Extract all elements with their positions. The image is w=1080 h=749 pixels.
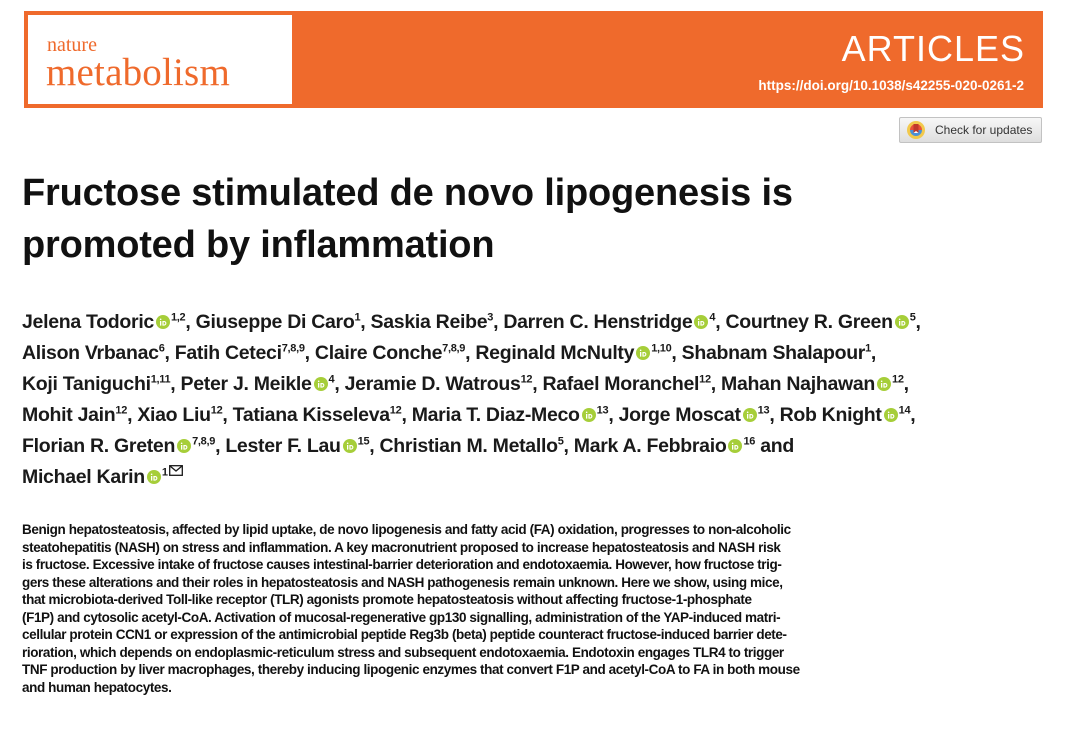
author-name[interactable]: Florian R. Greten [22,435,176,457]
abstract-line: is fructose. Excessive intake of fructos… [22,557,782,572]
orcid-icon[interactable] [694,315,709,329]
orcid-icon[interactable] [177,439,192,453]
affiliation-superscript: 7,8,9 [192,435,216,448]
author-list: Jelena Todoric 1,2, Giuseppe Di Caro1, Sa… [22,307,1052,493]
author-name[interactable]: Reginald McNulty [475,342,635,364]
author-name[interactable]: Saskia Reibe [370,311,488,333]
author-name[interactable]: Koji Taniguchi [22,373,151,395]
orcid-icon[interactable] [342,439,357,453]
author-conjunction: and [755,435,794,457]
orcid-icon[interactable] [877,377,892,391]
affiliation-superscript: 12 [389,404,402,417]
orcid-icon[interactable] [146,470,161,484]
affiliation-superscript: 6 [158,342,165,355]
abstract-line: cellular protein CCN1 or expression of t… [22,627,787,642]
article-title: Fructose stimulated de novo lipogenesis … [22,167,1022,271]
orcid-icon[interactable] [728,439,743,453]
affiliation-superscript: 1 [865,342,871,355]
author-name[interactable]: Jorge Moscat [618,404,741,426]
author-name[interactable]: Alison Vrbanac [22,342,159,364]
crossmark-icon [907,121,925,139]
affiliation-superscript: 12 [210,404,223,417]
affiliation-superscript: 1 [354,311,361,324]
author-name[interactable]: Shabnam Shalapour [681,342,866,364]
orcid-icon[interactable] [883,408,898,422]
author-line: Koji Taniguchi1,11, Peter J. Meikle 4, Je… [22,373,909,395]
orcid-icon[interactable] [155,315,170,329]
affiliation-superscript: 7,8,9 [442,342,466,355]
affiliation-superscript: 14 [898,404,911,417]
abstract-line: TNF production by liver macrophages, the… [22,662,800,677]
affiliation-superscript: 1 [161,466,168,479]
affiliation-superscript: 16 [743,435,756,448]
logo-metabolism-text: metabolism [46,51,230,94]
check-for-updates-button[interactable]: Check for updates [899,117,1042,143]
affiliation-superscript: 1,10 [651,342,672,355]
affiliation-superscript: 12 [699,373,711,386]
author-name[interactable]: Xiao Liu [137,404,211,426]
orcid-icon[interactable] [636,346,651,360]
author-line: Michael Karin 1 [22,462,1052,493]
author-name[interactable]: Rob Knight [779,404,882,426]
email-icon[interactable] [168,465,183,476]
author-line: Florian R. Greten 7,8,9, Lester F. Lau 15,… [22,435,794,457]
abstract-line: (F1P) and cytosolic acetyl-CoA. Activati… [22,609,781,625]
orcid-icon[interactable] [742,408,757,422]
abstract-line: that microbiota-derived Toll-like recept… [22,592,752,607]
affiliation-superscript: 13 [596,404,609,417]
author-name[interactable]: Michael Karin [22,466,145,488]
abstract-line: gers these alterations and their roles i… [22,574,783,590]
author-line: Alison Vrbanac6, Fatih Ceteci7,8,9, Clai… [22,342,877,364]
affiliation-superscript: 4 [709,311,716,324]
author-line: Mohit Jain12, Xiao Liu12, Tatiana Kissel… [22,404,916,426]
author-name[interactable]: Courtney R. Green [725,311,893,333]
author-name[interactable]: Maria T. Diaz-Meco [411,404,580,426]
affiliation-superscript: 1,2 [170,311,186,324]
affiliation-superscript: 12 [115,404,128,417]
author-name[interactable]: Peter J. Meikle [180,373,312,395]
orcid-icon[interactable] [313,377,328,391]
author-name[interactable]: Rafael Moranchel [542,373,700,395]
author-name[interactable]: Fatih Ceteci [174,342,282,364]
abstract: Benign hepatosteatosis, affected by lipi… [22,521,1047,696]
author-name[interactable]: Lester F. Lau [225,435,341,457]
journal-logo[interactable]: nature metabolism [28,15,292,104]
title-line-1: Fructose stimulated de novo lipogenesis … [22,172,793,214]
affiliation-superscript: 12 [520,373,533,386]
affiliation-superscript: 4 [328,373,335,386]
affiliation-superscript: 1,11 [150,373,171,386]
author-name[interactable]: Jeramie D. Watrous [344,373,521,395]
abstract-line: and human hepatocytes. [22,679,172,695]
title-line-2: promoted by inflammation [22,224,495,266]
author-name[interactable]: Christian M. Metallo [379,435,558,457]
check-for-updates-label: Check for updates [935,123,1033,137]
author-line: Jelena Todoric 1,2, Giuseppe Di Caro1, Sa… [22,311,921,333]
section-label: ARTICLES [841,28,1025,69]
orcid-icon[interactable] [581,408,596,422]
abstract-line: steatohepatitis (NASH) on stress and inf… [22,539,781,555]
affiliation-superscript: 7,8,9 [281,342,305,355]
affiliation-superscript: 5 [557,435,564,448]
affiliation-superscript: 12 [892,373,904,386]
affiliation-superscript: 13 [757,404,770,417]
orcid-icon[interactable] [894,315,909,329]
affiliation-superscript: 3 [487,311,494,324]
journal-header: nature metabolism ARTICLES https://doi.o… [24,11,1043,108]
author-name[interactable]: Tatiana Kisseleva [232,404,390,426]
logo-nature-text: nature [47,34,97,56]
author-name[interactable]: Mark A. Febbraio [573,435,727,457]
author-name[interactable]: Mahan Najhawan [721,373,876,395]
author-name[interactable]: Mohit Jain [22,404,116,426]
abstract-line: Benign hepatosteatosis, affected by lipi… [22,522,791,537]
author-name[interactable]: Claire Conche [314,342,443,364]
affiliation-superscript: 5 [909,311,916,324]
abstract-line: rioration, which depends on endoplasmic-… [22,644,784,660]
author-name[interactable]: Jelena Todoric [22,311,154,333]
author-name[interactable]: Giuseppe Di Caro [195,311,355,333]
doi-link[interactable]: https://doi.org/10.1038/s42255-020-0261-… [758,78,1024,93]
author-name[interactable]: Darren C. Henstridge [503,311,693,333]
affiliation-superscript: 15 [357,435,370,448]
